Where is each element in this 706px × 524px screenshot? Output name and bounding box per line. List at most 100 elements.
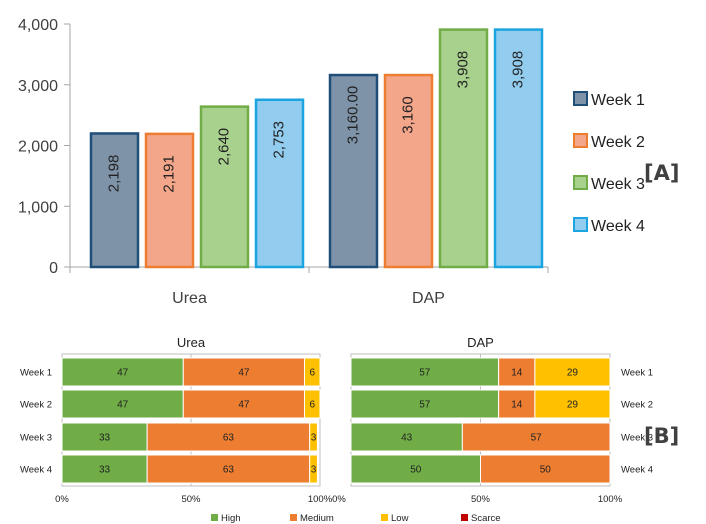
segment-value-label: 47 (117, 400, 129, 411)
bar-value-label: 3,908 (509, 51, 526, 89)
stacked-segment-low (534, 357, 611, 387)
stacked-segment-low (304, 389, 321, 419)
segment-value-label: 33 (99, 433, 111, 444)
segment-value-label: 63 (223, 465, 235, 476)
x-tick-label: 0% (55, 494, 69, 505)
legend-label-week-1: Week 1 (591, 92, 645, 109)
bar-dap-week-4 (493, 28, 544, 269)
row-label: Week 3 (621, 433, 653, 444)
segment-value-label: 63 (223, 433, 235, 444)
bar-urea-week-4 (254, 98, 305, 269)
legend-swatch-week-1 (573, 91, 588, 106)
legend-swatch-low (381, 514, 388, 521)
legend-swatch-scarce (461, 514, 468, 521)
x-tick-label: 100% (598, 494, 623, 505)
bar-urea-week-2 (144, 132, 195, 269)
y-tick-label: 1,000 (18, 199, 58, 216)
stacked-segment-high (350, 357, 500, 387)
y-tick-label: 3,000 (18, 78, 58, 95)
segment-value-label: 57 (419, 368, 431, 379)
y-tick-label: 2,000 (18, 139, 58, 156)
x-tick-label: 50% (471, 494, 491, 505)
legend-swatch-high (211, 514, 218, 521)
legend-swatch-week-3 (573, 175, 588, 190)
stacked-segment-medium (461, 422, 611, 452)
segment-value-label: 43 (401, 433, 413, 444)
stacked-segment-medium (498, 357, 536, 387)
x-category-label: Urea (172, 290, 207, 307)
bar-value-label: 2,640 (215, 128, 232, 166)
stacked-segment-medium (146, 422, 311, 452)
bar-dap-week-2 (383, 73, 434, 269)
segment-value-label: 47 (238, 368, 250, 379)
stacked-segment-medium (146, 454, 311, 484)
bar-value-label: 2,191 (160, 155, 177, 193)
bar-urea-week-3 (199, 105, 250, 269)
stacked-segment-low (534, 389, 611, 419)
legend-label-scarce: Scarce (471, 513, 501, 524)
stacked-segment-low (309, 422, 318, 452)
subplot-title-urea: Urea (177, 335, 206, 350)
legend-label-week-2: Week 2 (591, 134, 645, 151)
y-tick-label: 0 (49, 260, 58, 277)
x-tick-label: 100% (308, 494, 333, 505)
segment-value-label: 57 (419, 400, 431, 411)
stacked-segment-high (61, 454, 148, 484)
segment-value-label: 33 (99, 465, 111, 476)
segment-value-label: 57 (531, 433, 543, 444)
segment-value-label: 14 (511, 400, 523, 411)
stacked-segment-medium (182, 389, 306, 419)
segment-value-label: 50 (410, 465, 422, 476)
panel-label-b: [B] (644, 424, 680, 448)
x-category-label: DAP (412, 290, 445, 307)
segment-value-label: 47 (238, 400, 250, 411)
bar-value-label: 2,198 (105, 155, 122, 193)
stacked-segment-low (304, 357, 321, 387)
stacked-segment-medium (498, 389, 536, 419)
stacked-segment-medium (480, 454, 611, 484)
stacked-segment-low (309, 454, 318, 484)
legend-label-high: High (221, 513, 241, 524)
legend-swatch-week-4 (573, 217, 588, 232)
row-label: Week 2 (621, 400, 653, 411)
bar-value-label: 3,160 (399, 96, 416, 134)
legend-label-week-4: Week 4 (591, 218, 645, 235)
stacked-segment-high (61, 422, 148, 452)
segment-value-label: 50 (540, 465, 552, 476)
stacked-segment-high (350, 422, 463, 452)
y-tick-label: 4,000 (18, 17, 58, 34)
segment-value-label: 29 (567, 368, 579, 379)
segment-value-label: 6 (309, 400, 315, 411)
bar-value-label: 3,160.00 (344, 86, 361, 144)
row-label: Week 3 (20, 433, 52, 444)
legend-swatch-week-2 (573, 133, 588, 148)
row-label: Week 2 (20, 400, 52, 411)
legend-label-low: Low (391, 513, 409, 524)
segment-value-label: 29 (567, 400, 579, 411)
bar-dap-week-1 (328, 73, 379, 269)
panel-label-a: [A] (644, 161, 680, 185)
segment-value-label: 3 (311, 465, 317, 476)
row-label: Week 1 (621, 368, 653, 379)
row-label: Week 1 (20, 368, 52, 379)
legend-swatch-medium (290, 514, 297, 521)
stacked-segment-medium (182, 357, 306, 387)
stacked-segment-high (350, 389, 500, 419)
bar-urea-week-1 (89, 132, 140, 269)
x-tick-label: 0% (332, 494, 346, 505)
segment-value-label: 6 (309, 368, 315, 379)
row-label: Week 4 (621, 465, 653, 476)
legend-label-medium: Medium (300, 513, 334, 524)
segment-value-label: 14 (511, 368, 523, 379)
legend-label-week-3: Week 3 (591, 176, 645, 193)
bar-value-label: 3,908 (454, 51, 471, 89)
bar-dap-week-3 (438, 28, 489, 269)
row-label: Week 4 (20, 465, 52, 476)
segment-value-label: 47 (117, 368, 129, 379)
stacked-segment-high (61, 357, 184, 387)
stacked-segment-high (61, 389, 184, 419)
bar-value-label: 2,753 (270, 121, 287, 159)
x-tick-label: 50% (181, 494, 201, 505)
segment-value-label: 3 (311, 433, 317, 444)
